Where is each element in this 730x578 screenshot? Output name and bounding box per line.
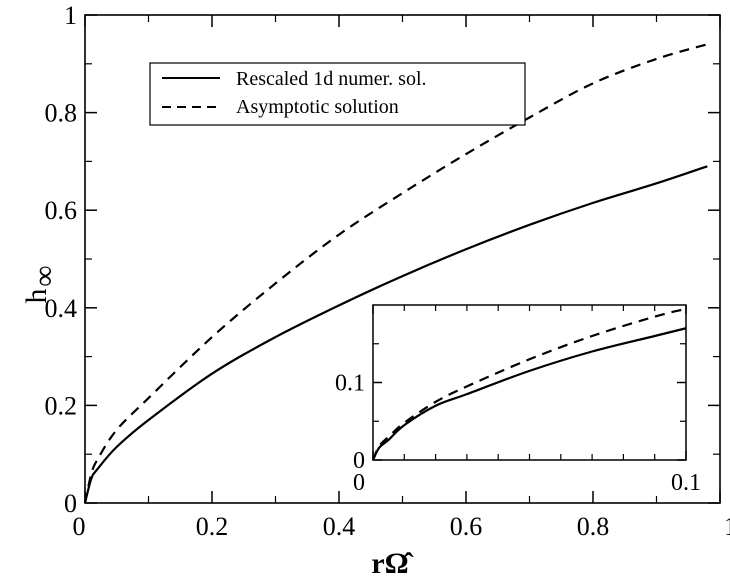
main-series-asymptotic-line <box>83 43 708 504</box>
inset-y-tick-label: 0.1 <box>335 371 365 397</box>
y-axis-label: h <box>20 289 53 304</box>
main-x-tick-label: 0.4 <box>323 512 356 541</box>
inset: 0 0.1 0 0.1 <box>335 304 701 496</box>
main-y-tick-label: 0.8 <box>45 99 78 128</box>
y-axis-label-subscript: ∞ <box>28 265 61 286</box>
y-axis-label-group: h ∞ <box>20 265 61 303</box>
main-y-tick-label: 0 <box>64 489 77 518</box>
inset-frame-background <box>373 305 686 460</box>
inset-series-asymptotic-line <box>371 307 687 461</box>
main-x-tick-label: 0.6 <box>450 512 483 541</box>
legend-label-asymptotic: Asymptotic solution <box>236 96 399 118</box>
main-ticks: 0 0.2 0.4 0.6 0.8 1 0 0.2 0.4 0.6 0.8 1 <box>45 1 730 541</box>
main-x-tick-label: 1 <box>724 512 730 541</box>
inset-y-tick-label: 0 <box>353 448 365 474</box>
inset-x-tick-label: 0 <box>353 470 365 496</box>
legend-label-numerical: Rescaled 1d numer. sol. <box>236 68 427 90</box>
main-y-tick-label: 0.2 <box>45 391 78 420</box>
main-series-numerical-line <box>83 165 708 504</box>
legend-box <box>149 62 526 126</box>
x-axis-label: rΩ̂ <box>371 547 413 578</box>
inset-series-numerical-line <box>372 327 687 461</box>
main-x-tick-label: 0 <box>73 512 86 541</box>
main-x-tick-label: 0.8 <box>577 512 610 541</box>
legend: Rescaled 1d numer. sol. Asymptotic solut… <box>149 62 526 126</box>
inset-series <box>371 307 687 461</box>
inset-x-tick-label: 0.1 <box>671 470 701 496</box>
main-series <box>83 43 708 504</box>
main-y-tick-label: 0.4 <box>45 294 78 323</box>
inset-ticks: 0 0.1 0 0.1 <box>335 305 701 496</box>
main-x-tick-label: 0.2 <box>196 512 229 541</box>
main-y-tick-label: 1 <box>64 1 77 30</box>
main-y-tick-label: 0.6 <box>45 196 78 225</box>
